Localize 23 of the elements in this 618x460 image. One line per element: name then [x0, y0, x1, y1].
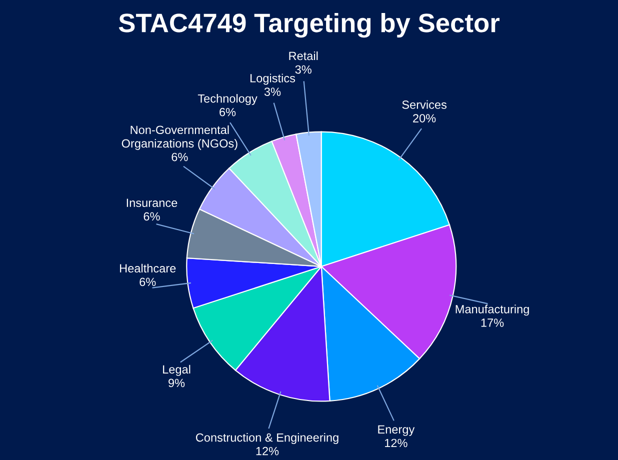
data-label: 6%	[220, 108, 236, 116]
data-label: 3%	[264, 88, 281, 96]
slice-label: Construction & Engineering	[196, 433, 338, 444]
slice-label: Services	[402, 100, 447, 109]
data-label: 9%	[168, 378, 185, 388]
chart-title: STAC4749 Targeting by Sector	[118, 12, 500, 38]
data-label: 12%	[256, 446, 279, 456]
slice-label: Technology	[198, 94, 258, 106]
slice-label: Healthcare	[120, 264, 176, 273]
data-label: 12%	[385, 438, 408, 448]
slice-label: Retail	[289, 51, 318, 60]
slice-label: Legal	[163, 364, 190, 376]
data-label: 6%	[172, 152, 188, 162]
data-label: 3%	[295, 65, 312, 74]
data-label: 6%	[140, 278, 156, 286]
data-label: 17%	[481, 318, 504, 327]
data-label: 6%	[144, 212, 160, 221]
slice-label: Insurance	[126, 198, 178, 208]
slice-label: Energy	[378, 425, 415, 436]
slice-label: Non-Governmental Organizations (NGOs)	[122, 125, 238, 150]
slice-label: Logistics	[250, 74, 296, 85]
slice-label: Manufacturing	[456, 304, 529, 316]
data-label: 20%	[413, 114, 436, 122]
